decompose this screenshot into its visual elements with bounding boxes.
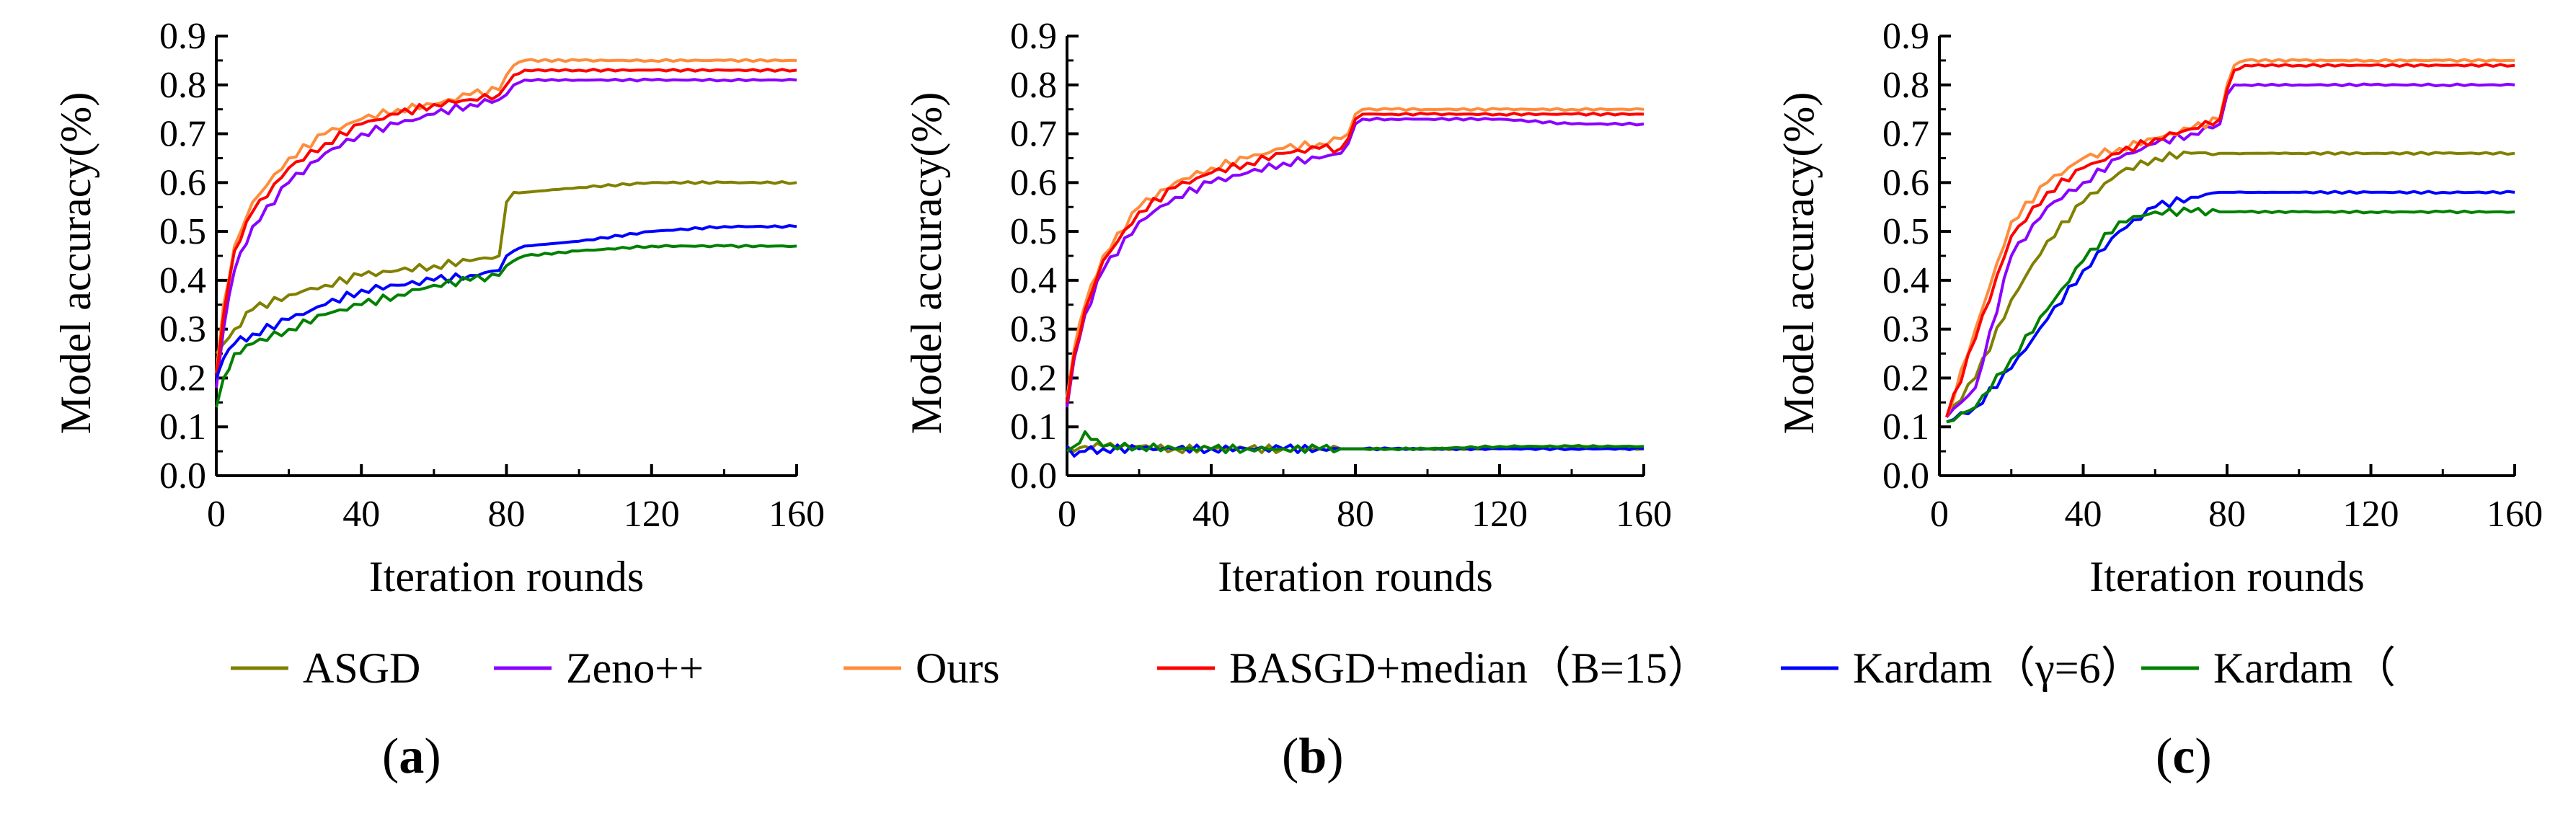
- y-tick-label: 0.8: [1010, 65, 1057, 106]
- y-tick-label: 0.0: [1882, 456, 1929, 497]
- legend-label-zeno: Zeno++: [566, 644, 704, 692]
- y-tick-label: 0.6: [1010, 162, 1057, 203]
- y-tick-label: 0.5: [1010, 211, 1057, 252]
- legend-label-basgd-median-b-15: BASGD+median（B=15）: [1229, 644, 1711, 692]
- x-axis-label: Iteration rounds: [2089, 553, 2365, 600]
- x-tick-label: 40: [1192, 494, 1230, 535]
- series-line-zeno: [1945, 82, 2515, 418]
- y-tick-label: 0.1: [1882, 407, 1929, 448]
- y-tick-label: 0.7: [1882, 114, 1929, 155]
- y-tick-label: 0.9: [1882, 16, 1929, 57]
- y-tick-label: 0.6: [159, 162, 206, 203]
- series-line-ours: [215, 58, 797, 373]
- x-tick-label: 0: [1930, 494, 1949, 535]
- x-tick-label: 80: [488, 494, 526, 535]
- series-line-ours: [1066, 107, 1645, 398]
- y-tick-label: 0.3: [159, 309, 206, 350]
- series-line-kardam-10: [1946, 206, 2515, 424]
- series-line-zeno: [1066, 116, 1645, 408]
- series-line-kardam-6: [215, 224, 797, 379]
- legend-label-kardam-10: Kardam（γ=10）: [2213, 644, 2394, 692]
- series-line-asgd: [215, 180, 797, 355]
- series-line-basgd-median-b-15: [215, 68, 797, 378]
- caption-b: (b): [1282, 729, 1344, 784]
- y-tick-label: 0.4: [1010, 260, 1057, 301]
- y-tick-label: 0.7: [1010, 114, 1057, 155]
- y-tick-label: 0.7: [159, 114, 206, 155]
- y-tick-label: 0.8: [159, 65, 206, 106]
- x-tick-label: 0: [207, 494, 226, 535]
- y-tick-label: 0.9: [159, 16, 206, 57]
- y-tick-label: 0.9: [1010, 16, 1057, 57]
- x-tick-label: 120: [1471, 494, 1528, 535]
- series-line-kardam-10: [215, 244, 797, 408]
- caption-c: (c): [2156, 729, 2212, 784]
- y-tick-label: 0.6: [1882, 162, 1929, 203]
- y-tick-label: 0.5: [159, 211, 206, 252]
- series-line-basgd-median-b-15: [1066, 112, 1645, 403]
- series-line-kardam-10: [1066, 430, 1645, 455]
- chart-panel-c: 0.0 0.1 0.2 0.3 0.4 0.5 0.6 0.7 0.8 0.9 0 40 80 120 16…: [1775, 16, 2543, 600]
- x-tick-label: 40: [342, 494, 380, 535]
- x-tick-label: 160: [1616, 494, 1672, 535]
- series-line-basgd-median-b-15: [1945, 63, 2515, 418]
- y-tick-label: 0.4: [1882, 260, 1929, 301]
- y-tick-label: 0.5: [1882, 211, 1929, 252]
- x-tick-label: 0: [1058, 494, 1076, 535]
- chart-panel-a: 0.0 0.1 0.2 0.3 0.4 0.5 0.6 0.7 0.8 0.9 0 40 80 120 16…: [52, 16, 825, 600]
- y-axis-label: Model accuracy(%): [1775, 92, 1823, 435]
- x-axis-label: Iteration rounds: [1218, 553, 1493, 600]
- series-line-kardam-6: [1946, 190, 2515, 424]
- y-tick-label: 0.3: [1010, 309, 1057, 350]
- series-line-ours: [1945, 58, 2515, 418]
- y-tick-label: 0.2: [1882, 358, 1929, 399]
- y-tick-label: 0.8: [1882, 65, 1929, 106]
- chart-panel-b: 0.0 0.1 0.2 0.3 0.4 0.5 0.6 0.7 0.8 0.9 0 40 80 120 16…: [903, 16, 1672, 600]
- x-tick-label: 120: [2343, 494, 2399, 535]
- x-tick-label: 80: [2208, 494, 2246, 535]
- y-tick-label: 0.2: [1010, 358, 1057, 399]
- legend-label-kardam-6: Kardam（γ=6）: [1853, 644, 2144, 692]
- y-axis-label: Model accuracy(%): [52, 92, 99, 435]
- series-line-zeno: [215, 77, 797, 388]
- y-tick-label: 0.1: [159, 407, 206, 448]
- x-tick-label: 160: [2487, 494, 2543, 535]
- series-line-asgd: [1945, 150, 2515, 418]
- y-tick-label: 0.0: [159, 456, 206, 497]
- x-tick-label: 120: [624, 494, 680, 535]
- x-tick-label: 160: [769, 494, 825, 535]
- x-tick-label: 40: [2065, 494, 2102, 535]
- caption-a: (a): [382, 729, 441, 784]
- y-tick-label: 0.3: [1882, 309, 1929, 350]
- x-axis-label: Iteration rounds: [369, 553, 645, 600]
- legend: ASGD Zeno++ Ours BASGD+median（B=15） Kardam（γ…: [231, 644, 2394, 692]
- legend-label-asgd: ASGD: [303, 644, 420, 692]
- y-tick-label: 0.1: [1010, 407, 1057, 448]
- y-tick-label: 0.0: [1010, 456, 1057, 497]
- legend-label-ours: Ours: [916, 644, 1000, 692]
- y-axis-label: Model accuracy(%): [903, 92, 950, 435]
- y-tick-label: 0.4: [159, 260, 206, 301]
- y-tick-label: 0.2: [159, 358, 206, 399]
- x-tick-label: 80: [1337, 494, 1374, 535]
